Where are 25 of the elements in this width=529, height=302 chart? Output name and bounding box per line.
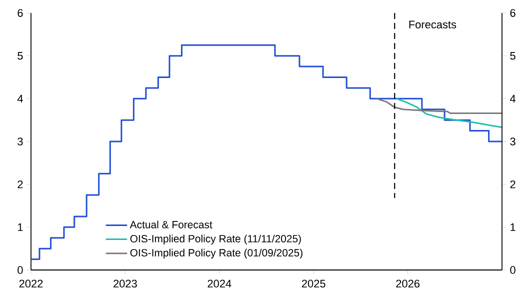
line-series: [396, 98, 503, 128]
y-tick-label: 3: [18, 138, 23, 146]
y2-tick-label: 2: [510, 180, 516, 188]
x-tick-label: 2025: [302, 280, 326, 288]
x-tick-label: 2022: [19, 280, 43, 288]
y-tick-label: 5: [18, 52, 23, 60]
y2-tick-label: 1: [510, 223, 516, 231]
y-tick-label: 6: [18, 9, 23, 17]
y2-tick-label: 3: [510, 138, 516, 146]
line-series: [376, 98, 503, 114]
x-tick-label: 2026: [396, 280, 420, 288]
ref-line-label: Forecasts: [409, 20, 456, 28]
y2-tick-label: 6: [510, 9, 516, 17]
y-tick-label: 4: [17, 94, 23, 102]
y-tick-label: 0: [18, 266, 23, 274]
legend-label: OIS-Implied Policy Rate (01/09/2025): [130, 248, 302, 259]
y-tick-label: 1: [18, 223, 23, 231]
legend-label: OIS-Implied Policy Rate (11/11/2025): [130, 234, 301, 244]
y2-tick-label: 0: [510, 266, 516, 274]
y-tick-label: 2: [18, 180, 23, 188]
x-tick-label: 2023: [114, 280, 137, 288]
legend-label: Actual & Forecast: [130, 220, 212, 228]
y2-tick-label: 4: [510, 94, 516, 102]
y2-tick-label: 5: [510, 52, 516, 60]
x-tick-label: 2024: [208, 280, 232, 288]
